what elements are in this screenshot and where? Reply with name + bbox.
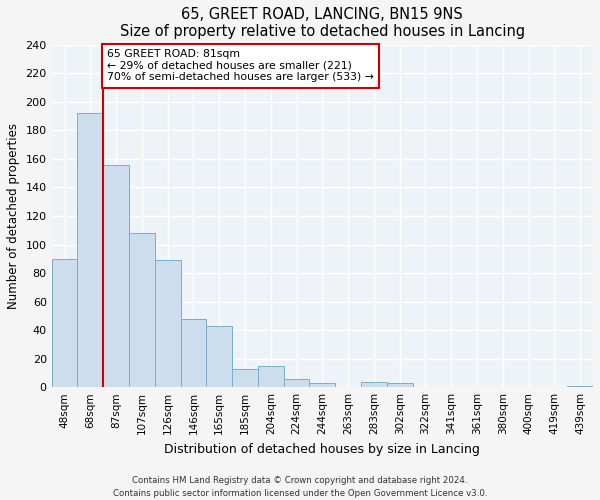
Text: Contains HM Land Registry data © Crown copyright and database right 2024.
Contai: Contains HM Land Registry data © Crown c… <box>113 476 487 498</box>
Bar <box>361 382 387 387</box>
X-axis label: Distribution of detached houses by size in Lancing: Distribution of detached houses by size … <box>164 442 480 456</box>
Title: 65, GREET ROAD, LANCING, BN15 9NS
Size of property relative to detached houses i: 65, GREET ROAD, LANCING, BN15 9NS Size o… <box>120 7 525 40</box>
Bar <box>52 259 77 387</box>
Bar <box>155 260 181 387</box>
Bar <box>103 164 129 387</box>
Bar <box>206 326 232 387</box>
Bar <box>310 383 335 387</box>
Y-axis label: Number of detached properties: Number of detached properties <box>7 123 20 309</box>
Bar <box>232 368 258 387</box>
Bar <box>387 383 413 387</box>
Bar <box>181 318 206 387</box>
Bar <box>284 378 310 387</box>
Text: 65 GREET ROAD: 81sqm
← 29% of detached houses are smaller (221)
70% of semi-deta: 65 GREET ROAD: 81sqm ← 29% of detached h… <box>107 49 374 82</box>
Bar <box>258 366 284 387</box>
Bar <box>567 386 593 387</box>
Bar <box>77 113 103 387</box>
Bar <box>129 233 155 387</box>
